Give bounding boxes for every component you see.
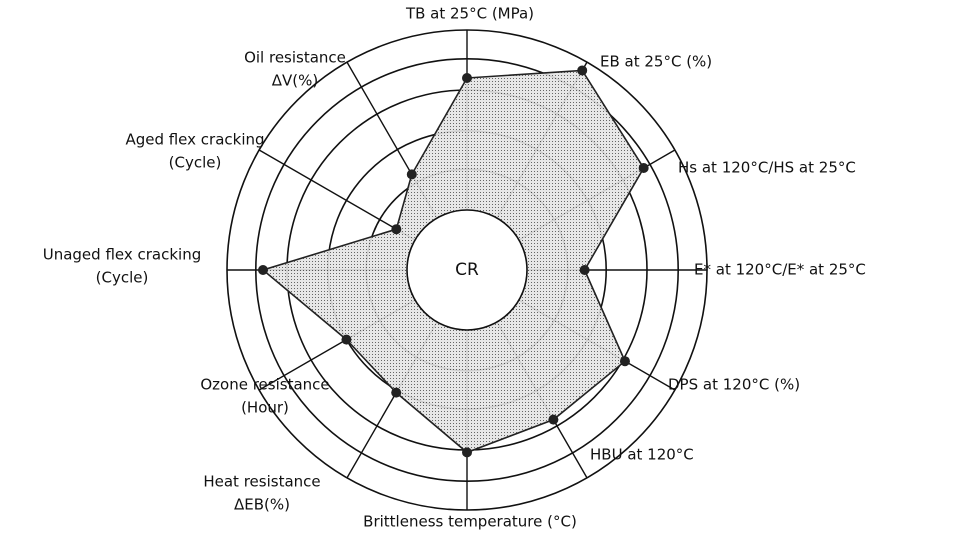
data-point: [406, 169, 417, 180]
axis-label: EB at 25°C (%): [600, 53, 712, 71]
axis-label: (Cycle): [96, 269, 149, 287]
ring: [226, 29, 708, 511]
data-point: [462, 447, 472, 458]
ring: [255, 58, 679, 482]
data-point: [577, 65, 588, 76]
axis-label: Unaged flex cracking: [43, 246, 202, 264]
axis-label: Oil resistance: [244, 49, 346, 67]
axis-label: Ozone resistance: [200, 376, 329, 394]
data-point: [462, 73, 472, 83]
spoke: [258, 149, 416, 241]
axis-label: (Hour): [241, 399, 289, 417]
axis-label: DPS at 120°C (%): [668, 376, 800, 394]
data-area: [258, 65, 649, 458]
data-point: [258, 265, 268, 275]
data-point: [579, 265, 590, 275]
labels: CR TB at 25°C (MPa) EB at 25°C (%) Hs at 12…: [43, 5, 866, 531]
axis-label: ΔV(%): [272, 72, 318, 90]
data-point: [341, 334, 352, 345]
axis-label: (Cycle): [169, 154, 222, 172]
data-point: [638, 163, 649, 173]
data-point: [391, 224, 402, 235]
data-point: [619, 356, 630, 367]
data-point: [391, 387, 402, 398]
axis-label: Aged flex cracking: [125, 131, 264, 149]
axis-label: ΔEB(%): [234, 496, 290, 514]
data-point: [548, 414, 559, 425]
center-label: CR: [455, 260, 479, 280]
axis-label: Heat resistance: [203, 473, 320, 491]
axis-label: Hs at 120°C/HS at 25°C: [678, 159, 856, 177]
axis-label: TB at 25°C (MPa): [405, 5, 534, 23]
axis-label: E* at 120°C/E* at 25°C: [694, 261, 866, 279]
axis-label: HBU at 120°C: [590, 446, 694, 464]
axis-label: Brittleness temperature (°C): [363, 513, 577, 531]
center-circle: [406, 209, 528, 331]
